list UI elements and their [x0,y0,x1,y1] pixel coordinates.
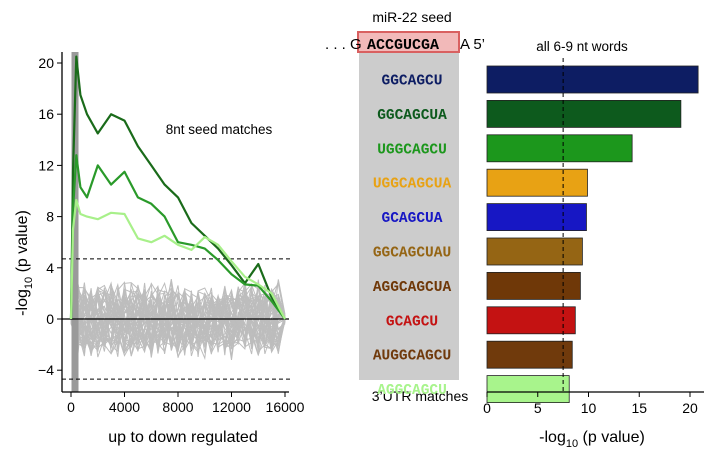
y-tick-label: 4 [46,260,54,276]
bar-label: AGGCAGCU [377,383,447,399]
background-line [70,286,286,361]
y-axis-label-main: -log [14,289,31,316]
series-line-1 [69,55,286,320]
bars-group [486,65,699,404]
y-tick-label: 0 [46,311,54,327]
y-axis-label: -log10 (p value) [14,210,35,316]
series-lines-group [69,55,286,320]
bar [486,65,699,94]
x-axis-label-rest: (p value) [578,429,645,446]
bar [486,271,581,300]
background-line [70,279,286,355]
y-axis-label-sub: 10 [23,277,35,289]
bar-label: AUGGCAGCU [373,349,451,365]
y-tick-label: 20 [38,55,54,71]
x-axis-label-main: -log [539,429,566,446]
bar-label: GCAGCU [386,314,438,330]
bar [486,203,587,232]
series-line-3 [69,198,286,320]
background-line [70,281,286,354]
seed-suffix: A 5’ [460,36,485,53]
bar-chart-title: all 6-9 nt words [536,39,628,54]
background-line [70,280,286,355]
utr-band [359,46,459,380]
annotation-text: 8nt seed matches [166,122,273,137]
background-line [70,289,286,353]
x-tick-label: 15 [631,400,647,416]
bar [486,340,573,369]
y-tick-label: −4 [38,362,54,378]
x-tick-label: 8000 [162,399,193,415]
bar-label: AGGCAGCUA [373,280,452,296]
y-tick-label: 16 [38,106,54,122]
seed-sequence: ACCGUCGA [367,37,439,54]
series-line-2 [69,154,286,320]
x-tick-label: 0 [483,400,491,416]
x-axis-label: -log10 (p value) [539,429,645,450]
highlight-bar [71,52,79,392]
x-axis-label-sub: 10 [566,438,578,450]
y-axis-label-rest: (p value) [14,210,31,277]
x-tick-label: 10 [581,400,597,416]
x-ticks-group: 0 4000 8000 12000 16000 [67,392,305,415]
bar-label: GGCAGCU [382,74,443,90]
x-tick-label: 12000 [212,399,251,415]
bar [486,375,570,404]
bar [486,237,583,266]
utr-footer: 3’UTR matches [372,388,468,404]
seed-box [357,31,460,53]
bar-label: GGCAGCUAU [373,246,451,262]
bar-label: UGGCAGCUA [373,177,452,193]
x-tick-label: 5 [534,400,542,416]
bar-labels-group: GGCAGCUGGCAGCUAUGGCAGCUUGGCAGCUAGCAGCUAG… [373,74,452,400]
y-tick-label: 8 [46,209,54,225]
seed-prefix: . . . G [325,36,362,53]
seed-title: miR-22 seed [372,9,451,25]
bar-label: GCAGCUA [382,211,443,227]
x-axis-label: up to down regulated [108,429,257,446]
y-tick-label: 12 [38,157,54,173]
left-line-chart: 20 16 12 8 4 0 −4 0 4000 8000 12000 16000 8nt seed… [14,52,305,446]
x-tick-label: 4000 [109,399,140,415]
bar [486,168,588,197]
bar-label: GGCAGCUA [377,108,447,124]
right-bar-chart: all 6-9 nt words GGCAGCUGGCAGCUAUGGCAGCU… [373,39,704,450]
bar [486,134,633,163]
background-line [70,292,286,355]
x-tick-label: 16000 [266,399,305,415]
x-tick-label: 20 [682,400,698,416]
x-tick-label: 0 [67,399,75,415]
y-ticks-group: 20 16 12 8 4 0 −4 [38,55,62,378]
seed-panel: miR-22 seed . . . G ACCGUCGA A 5’ 3’UTR … [325,9,485,404]
bar [486,100,682,128]
bar-label: UGGCAGCU [377,142,447,158]
x-ticks-group: 0 5 10 15 20 [483,392,698,416]
threshold-lines-group [62,258,292,380]
bar [486,306,576,335]
